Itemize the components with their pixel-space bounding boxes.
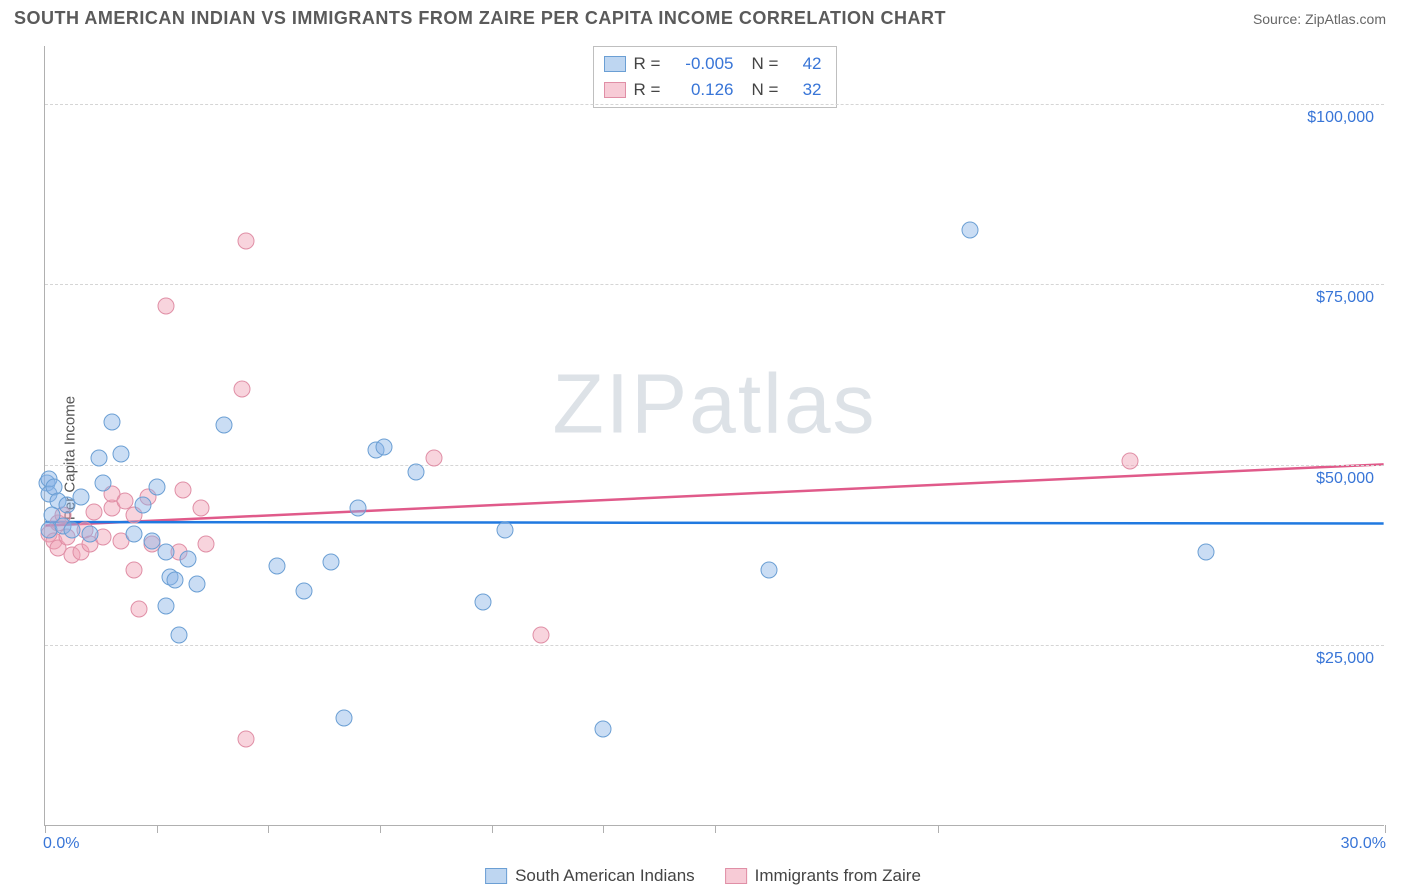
scatter-point-pink <box>193 500 210 517</box>
scatter-point-blue <box>126 525 143 542</box>
scatter-point-blue <box>595 720 612 737</box>
scatter-point-blue <box>760 561 777 578</box>
scatter-point-blue <box>112 446 129 463</box>
scatter-point-blue <box>407 464 424 481</box>
scatter-point-pink <box>86 503 103 520</box>
source-label: Source: ZipAtlas.com <box>1253 11 1386 27</box>
scatter-point-blue <box>1198 543 1215 560</box>
chart-container: Per Capita Income ZIPatlas R = -0.005 N … <box>0 38 1406 892</box>
x-tick <box>45 825 46 833</box>
scatter-point-pink <box>175 482 192 499</box>
x-axis-max-label: 30.0% <box>1341 835 1386 853</box>
plot-area: ZIPatlas R = -0.005 N = 42 R = 0.126 N =… <box>44 46 1384 826</box>
scatter-point-blue <box>336 709 353 726</box>
x-tick <box>1385 825 1386 833</box>
x-tick <box>268 825 269 833</box>
x-tick <box>603 825 604 833</box>
scatter-point-blue <box>188 576 205 593</box>
trend-line-blue <box>45 522 1383 523</box>
scatter-point-blue <box>81 525 98 542</box>
scatter-point-blue <box>474 594 491 611</box>
scatter-point-blue <box>90 449 107 466</box>
header: SOUTH AMERICAN INDIAN VS IMMIGRANTS FROM… <box>0 0 1406 33</box>
bottom-legend: South American Indians Immigrants from Z… <box>485 866 921 886</box>
scatter-point-pink <box>532 626 549 643</box>
x-tick <box>380 825 381 833</box>
trend-lines <box>45 46 1384 825</box>
scatter-point-blue <box>135 496 152 513</box>
gridline <box>45 465 1384 466</box>
stats-row-blue: R = -0.005 N = 42 <box>604 51 822 77</box>
x-tick <box>938 825 939 833</box>
scatter-point-blue <box>376 438 393 455</box>
scatter-point-pink <box>238 233 255 250</box>
scatter-point-pink <box>157 298 174 315</box>
legend-item-blue: South American Indians <box>485 866 695 886</box>
gridline <box>45 104 1384 105</box>
stats-legend-box: R = -0.005 N = 42 R = 0.126 N = 32 <box>593 46 837 108</box>
gridline <box>45 284 1384 285</box>
scatter-point-blue <box>497 521 514 538</box>
scatter-point-blue <box>296 583 313 600</box>
legend-label-pink: Immigrants from Zaire <box>755 866 921 886</box>
scatter-point-pink <box>425 449 442 466</box>
scatter-point-pink <box>1122 453 1139 470</box>
scatter-point-blue <box>95 474 112 491</box>
y-tick-label: $50,000 <box>1316 470 1374 488</box>
stats-row-pink: R = 0.126 N = 32 <box>604 77 822 103</box>
scatter-point-blue <box>104 413 121 430</box>
swatch-pink-icon <box>604 82 626 98</box>
swatch-blue-icon <box>485 868 507 884</box>
scatter-point-blue <box>171 626 188 643</box>
scatter-point-blue <box>215 417 232 434</box>
scatter-point-blue <box>148 478 165 495</box>
legend-label-blue: South American Indians <box>515 866 695 886</box>
y-tick-label: $100,000 <box>1307 109 1374 127</box>
scatter-point-pink <box>126 561 143 578</box>
scatter-point-pink <box>238 731 255 748</box>
x-tick <box>157 825 158 833</box>
scatter-point-blue <box>63 521 80 538</box>
scatter-point-blue <box>179 550 196 567</box>
legend-item-pink: Immigrants from Zaire <box>725 866 921 886</box>
scatter-point-blue <box>322 554 339 571</box>
scatter-point-blue <box>157 597 174 614</box>
x-tick <box>715 825 716 833</box>
scatter-point-blue <box>157 543 174 560</box>
scatter-point-pink <box>130 601 147 618</box>
scatter-point-pink <box>233 381 250 398</box>
scatter-point-pink <box>197 536 214 553</box>
scatter-point-blue <box>269 558 286 575</box>
watermark: ZIPatlas <box>552 356 876 453</box>
x-tick <box>492 825 493 833</box>
scatter-point-blue <box>961 222 978 239</box>
trend-line-pink <box>45 464 1383 525</box>
chart-title: SOUTH AMERICAN INDIAN VS IMMIGRANTS FROM… <box>14 8 946 29</box>
x-axis-min-label: 0.0% <box>43 835 79 853</box>
gridline <box>45 645 1384 646</box>
swatch-blue-icon <box>604 56 626 72</box>
scatter-point-blue <box>72 489 89 506</box>
scatter-point-blue <box>349 500 366 517</box>
y-tick-label: $25,000 <box>1316 650 1374 668</box>
scatter-point-blue <box>166 572 183 589</box>
y-tick-label: $75,000 <box>1316 289 1374 307</box>
swatch-pink-icon <box>725 868 747 884</box>
scatter-point-blue <box>43 507 60 524</box>
